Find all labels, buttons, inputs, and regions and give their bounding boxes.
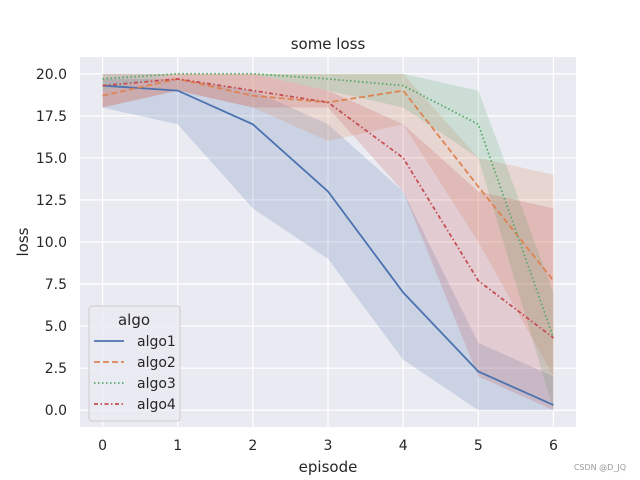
algo1-legend-label: algo1 [137, 334, 176, 350]
x-tick-labels: 0 1 2 3 4 5 6 [98, 438, 558, 454]
legend-box [88, 305, 181, 422]
y-tick-label-2: 5.0 [45, 319, 67, 335]
y-tick-label-6: 15.0 [36, 151, 67, 167]
chart-title: some loss [291, 35, 366, 53]
legend: algo algo1 algo2 algo3 algo4 [88, 305, 181, 422]
x-tick-label-2: 2 [248, 438, 257, 454]
y-tick-label-5: 12.5 [36, 193, 67, 209]
algo4-line [102, 77, 555, 339]
y-tick-label-1: 2.5 [45, 361, 67, 377]
algo1-band [102, 78, 554, 411]
algo3-legend-label: algo3 [137, 376, 176, 392]
x-tick-label-3: 3 [324, 438, 333, 454]
x-tick-label-4: 4 [399, 438, 408, 454]
watermark: CSDN @D_JQ [573, 463, 626, 472]
y-tick-label-4: 10.0 [36, 235, 67, 251]
confidence-bands [102, 73, 554, 411]
x-tick-label-0: 0 [98, 438, 107, 454]
x-axis-label: episode [299, 458, 358, 476]
algo4-legend-label: algo4 [137, 397, 176, 413]
legend-items: algo1 algo2 algo3 algo4 [94, 334, 176, 413]
algo2-band [102, 73, 554, 377]
y-axis-label: loss [14, 227, 32, 256]
algo1-line [102, 84, 554, 406]
y-tick-labels: 0.0 2.5 5.0 7.5 10.0 12.5 15.0 17.5 20.0 [36, 67, 67, 419]
x-tick-label-1: 1 [173, 438, 182, 454]
algo2-legend-label: algo2 [137, 355, 176, 371]
x-tick-label-6: 6 [549, 438, 558, 454]
y-tick-label-0: 0.0 [45, 403, 67, 419]
y-tick-label-3: 7.5 [45, 277, 67, 293]
y-tick-label-8: 20.0 [36, 67, 67, 83]
x-tick-label-5: 5 [474, 438, 483, 454]
y-tick-label-7: 17.5 [36, 109, 67, 125]
legend-title: algo [118, 311, 150, 329]
series-lines [102, 72, 555, 406]
algo4-band [102, 73, 554, 411]
